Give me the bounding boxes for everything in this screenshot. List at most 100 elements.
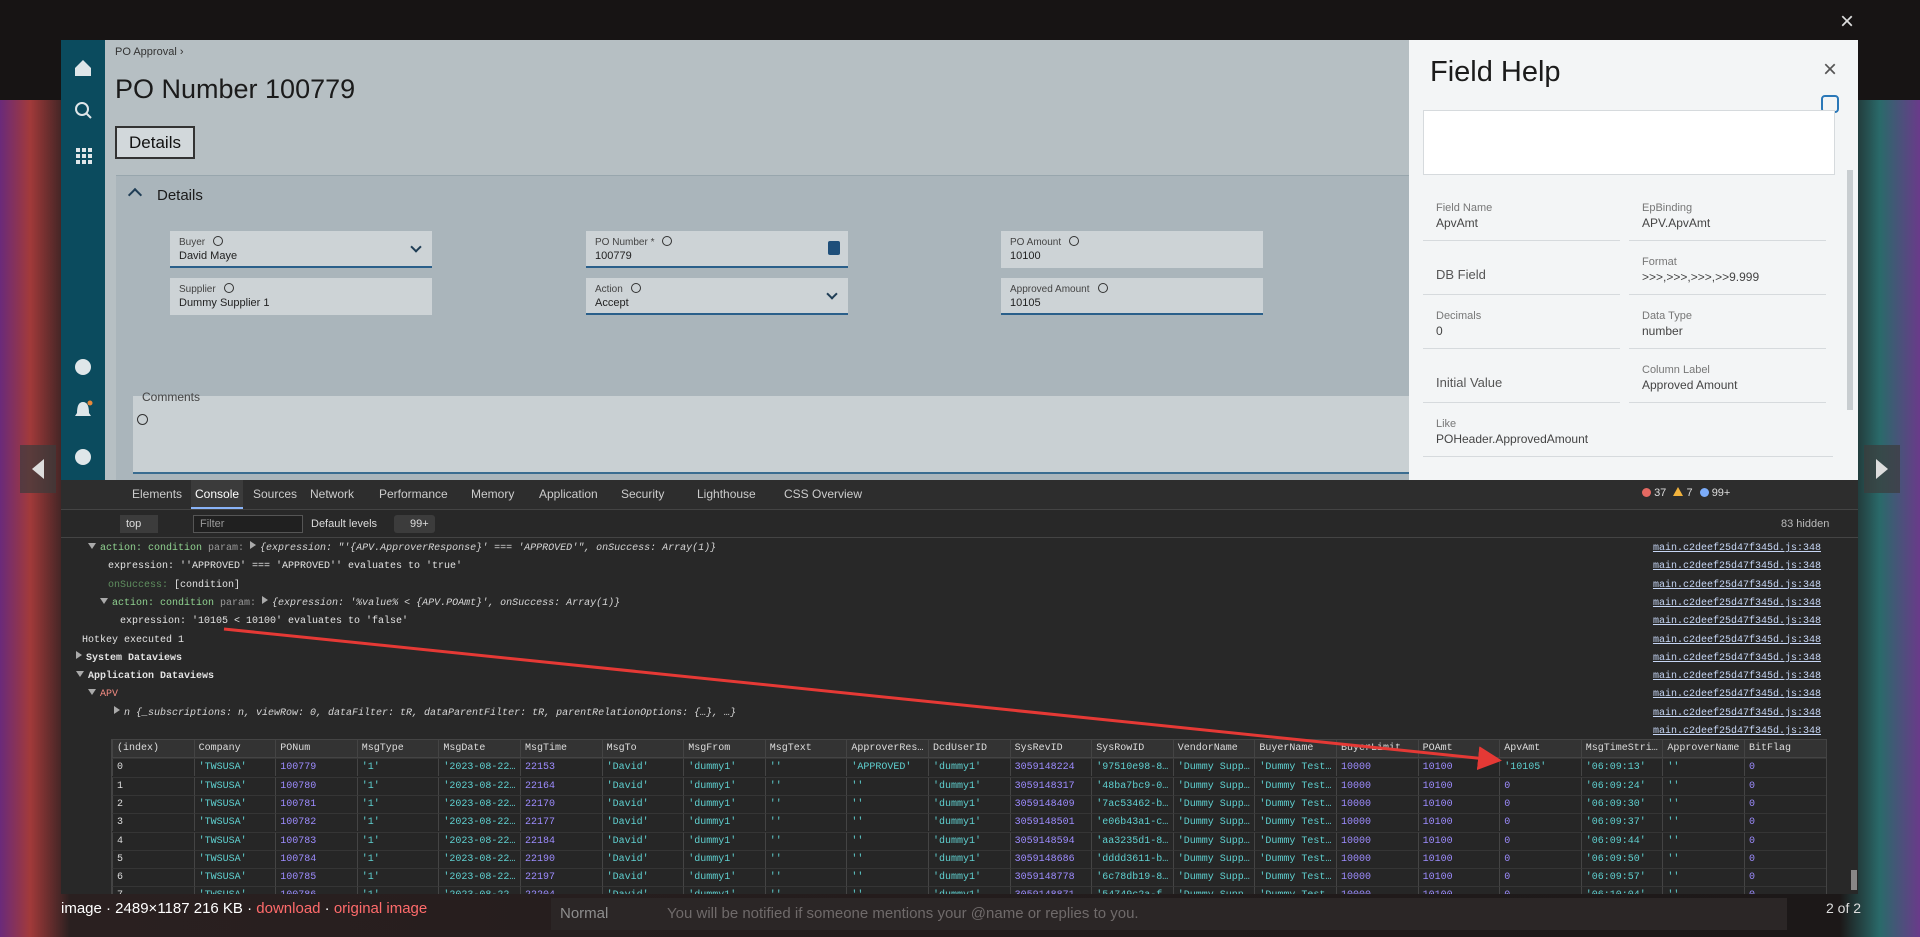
table-cell: 10100 [1417,776,1500,795]
devtools-tab[interactable]: Memory [471,487,515,501]
download-link[interactable]: download [256,900,321,917]
search-icon[interactable] [828,241,840,255]
devtools-tab[interactable]: Console [191,480,244,509]
form-field[interactable]: Supplier Dummy Supplier 1 [170,278,432,315]
help-icon[interactable] [213,236,224,246]
issues-badge[interactable]: 99+ [394,515,435,533]
help-icon[interactable] [223,283,234,293]
source-link[interactable]: main.c2deef25d47f345d.js:348 [1652,726,1821,737]
prev-arrow[interactable] [20,445,56,493]
next-arrow[interactable] [1864,445,1900,493]
expand-triangle[interactable] [250,541,257,549]
table-cell: 'David' [601,794,684,813]
table-cell: '54749c2a-f… [1091,886,1173,894]
table-header: MsgFrom [683,740,765,758]
form-field[interactable]: PO Number * 100779 [586,231,848,268]
expand-triangle[interactable] [76,671,84,678]
console-text: Hotkey executed 1 [82,634,185,646]
field-label-text: Approved Amount [1010,284,1090,295]
source-link[interactable]: main.c2deef25d47f345d.js:348 [1652,616,1821,628]
devtools-tab[interactable]: Sources [253,487,298,501]
original-link[interactable]: original image [333,900,428,917]
table-cell: 'David' [601,758,684,777]
breadcrumb-link[interactable]: PO Approval [115,46,177,58]
source-link[interactable]: main.c2deef25d47f345d.js:348 [1652,597,1821,609]
table-cell: 'dummy1' [683,776,765,795]
table-cell: 10000 [1336,813,1418,832]
expand-triangle[interactable] [88,543,96,549]
table-cell: 'dummy1' [683,813,765,832]
table-cell: 10000 [1336,794,1418,813]
table-cell: 'dummy1' [928,794,1010,813]
source-link[interactable]: main.c2deef25d47f345d.js:348 [1652,652,1821,664]
chat-input[interactable]: You will be notified if someone mentions… [667,905,1139,922]
expand-triangle[interactable] [88,689,96,696]
field-label: Approved Amount [1010,283,1108,295]
console-toolbar [61,510,1858,538]
devtools-tab[interactable]: Performance [379,487,448,501]
help-field-value: POHeader.ApprovedAmount [1436,432,1589,446]
help-icon[interactable] [1069,236,1080,246]
help-icon[interactable] [1097,283,1108,293]
field-help-close[interactable]: × [1823,56,1838,83]
source-link[interactable]: main.c2deef25d47f345d.js:348 [1652,689,1821,701]
table-cell: 10000 [1336,831,1418,850]
console-counts[interactable]: 37 7 99+ [1642,487,1730,499]
devtools-scrollbar [1851,870,1857,890]
form-field[interactable]: PO Amount 10100 [1001,231,1263,268]
chat-mode[interactable]: Normal [560,905,609,922]
filter-input[interactable]: Filter [193,515,303,533]
breadcrumb[interactable]: PO Approval › [115,46,184,58]
help-field-label: Decimals [1436,310,1482,322]
devtools-tab[interactable]: Application [539,487,598,501]
table-cell: '06:09:57' [1580,868,1663,887]
page-title: PO Number 100779 [115,74,356,104]
expand-triangle[interactable] [262,595,269,604]
source-link[interactable]: main.c2deef25d47f345d.js:348 [1652,561,1821,573]
source-link[interactable]: main.c2deef25d47f345d.js:348 [1652,634,1821,646]
form-field[interactable]: Approved Amount 10105 [1001,278,1263,315]
help-field: DB Field [1423,250,1620,295]
devtools-tab[interactable]: Security [621,487,665,501]
table-cell: 'Dummy Supp… [1172,813,1255,832]
field-value: David Maye [179,250,238,262]
console-text: [condition] [174,579,241,591]
table-cell: 10000 [1336,849,1418,868]
levels-select[interactable]: Default levels [311,518,378,530]
help-icon[interactable] [630,283,641,293]
table-header: MsgTo [601,740,684,758]
help-icon[interactable] [662,236,673,246]
table-header: VendorName [1172,740,1255,758]
console-line: action: condition param: {expression: "'{A… [88,540,716,558]
source-link[interactable]: main.c2deef25d47f345d.js:348 [1652,707,1821,719]
console-param: param: [208,543,245,554]
table-cell: 'dddd3611-b… [1091,849,1173,868]
hidden-count: 83 hidden [1781,518,1830,530]
devtools-tab[interactable]: CSS Overview [784,487,863,501]
devtools-tab[interactable]: Lighthouse [697,487,756,501]
expand-triangle[interactable] [100,597,108,604]
table-cell: '2023-08-22… [438,868,520,887]
form-field[interactable]: Action Accept [586,278,848,315]
description-box [1423,110,1835,175]
expand-triangle[interactable] [76,650,82,659]
chat-bar [551,898,1787,930]
devtools-tab[interactable]: Elements [132,487,183,501]
table-cell: '2023-08-22… [438,849,520,868]
context-select[interactable]: top [120,515,158,533]
form-field[interactable]: Buyer David Maye [170,231,432,268]
close-viewer[interactable]: × [1840,8,1855,35]
source-link[interactable]: main.c2deef25d47f345d.js:348 [1652,671,1821,683]
help-field-label: Field Name [1436,202,1493,214]
expand-triangle[interactable] [114,705,120,714]
comments-box[interactable]: Comments [133,390,1433,474]
devtools-tab[interactable]: Network [310,487,355,501]
table-cell: '2023-08-22… [438,794,520,813]
source-link[interactable]: main.c2deef25d47f345d.js:348 [1652,543,1821,554]
table-cell: '06:09:24' [1580,776,1663,795]
details-tab[interactable]: Details [115,126,195,159]
source-link[interactable]: main.c2deef25d47f345d.js:348 [1652,579,1821,591]
table-cell: 10100 [1417,758,1500,777]
help-icon[interactable] [137,414,148,425]
section-title: Details [157,187,203,204]
